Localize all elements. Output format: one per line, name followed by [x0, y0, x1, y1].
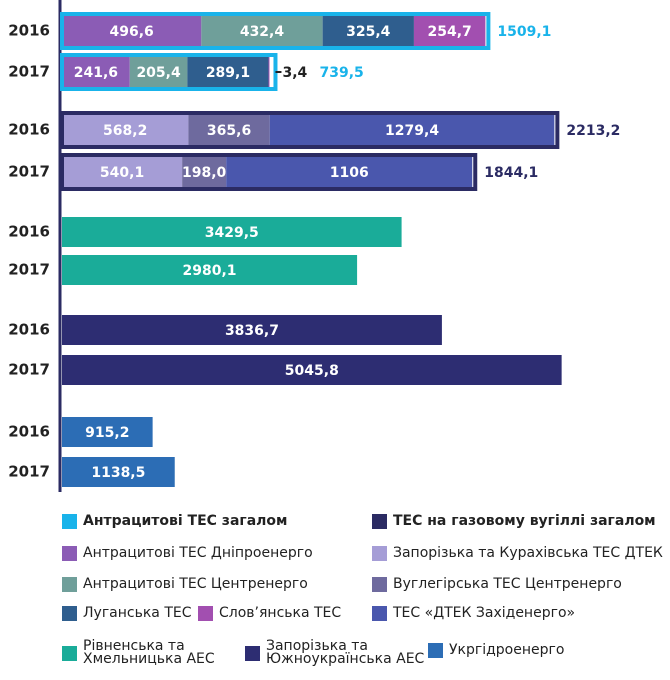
value-label: 915,2: [85, 425, 129, 441]
value-label: 540,1: [100, 165, 144, 181]
legend-swatch: [372, 514, 387, 529]
legend-swatch: [62, 546, 77, 561]
legend-label: Рівненська та Хмельницька АЕС: [83, 638, 215, 667]
year-label: 2016: [8, 223, 50, 241]
bar-segment: [62, 217, 402, 247]
legend-label: Слов’янська ТЕС: [219, 605, 342, 621]
bar-segment: [182, 157, 227, 187]
group-outline: [60, 12, 491, 50]
total-label: 1844,1: [484, 165, 538, 181]
legend-swatch: [62, 606, 77, 621]
legend-swatch: [62, 514, 77, 529]
legend-swatch: [428, 643, 443, 658]
value-label: 1106: [330, 165, 369, 181]
legend-item: Запорізька та Южноукраїнська АЕС: [245, 638, 426, 667]
legend-swatch: [372, 577, 387, 592]
year-label: 2016: [8, 423, 50, 441]
total-label: 2213,2: [566, 123, 620, 139]
value-label: 432,4: [240, 24, 285, 40]
bar-segment: [62, 157, 183, 187]
bar-segment: [268, 57, 270, 87]
legend-item: Луганська ТЕС: [62, 606, 192, 621]
bar-segment: [62, 315, 442, 345]
bar-segment: [62, 16, 202, 46]
value-label: 3429,5: [205, 225, 259, 241]
total-label: 1509,1: [497, 24, 551, 40]
value-label: 365,6: [207, 123, 251, 139]
value-label: 5045,8: [285, 363, 339, 379]
legend-label: ТЕС на газовому вугіллі загалом: [393, 513, 656, 529]
year-label: 2016: [8, 121, 50, 139]
bar-segment: [413, 16, 486, 46]
total-label: 739,5: [319, 65, 363, 81]
bar-segment: [62, 457, 175, 487]
legend-swatch: [245, 645, 260, 661]
value-label: 568,2: [103, 123, 147, 139]
legend-swatch: [62, 645, 77, 661]
legend-label: Антрацитові ТЕС Центренерго: [83, 576, 308, 592]
group-outline: [60, 111, 560, 149]
legend-swatch: [372, 606, 387, 621]
value-label: 289,1: [206, 65, 250, 81]
legend-label: Антрацитові ТЕС загалом: [83, 513, 288, 529]
year-label: 2017: [8, 463, 50, 481]
legend-item: Антрацитові ТЕС загалом: [62, 514, 287, 529]
value-label: 1138,5: [91, 465, 145, 481]
year-label: 2016: [8, 321, 50, 339]
value-label: 3,4: [282, 65, 307, 81]
bar-segment: [226, 157, 473, 187]
legend-label: Запорізька та Курахівська ТЕС ДТЕК: [393, 545, 663, 561]
year-label: 2017: [8, 63, 50, 81]
value-label: 205,4: [136, 65, 181, 81]
group-outline: [60, 153, 478, 191]
legend-label: Антрацитові ТЕС Дніпроенерго: [83, 545, 313, 561]
legend-label: Луганська ТЕС: [83, 605, 192, 621]
bar-segment: [201, 16, 323, 46]
year-label: 2016: [8, 22, 50, 40]
year-label: 2017: [8, 163, 50, 181]
bar-segment: [62, 355, 562, 385]
legend-item: Антрацитові ТЕС Центренерго: [62, 577, 308, 592]
legend-swatch: [62, 577, 77, 592]
legend-swatch: [198, 606, 213, 621]
legend-item: ТЕС «ДТЕК Західенерго»: [372, 606, 575, 621]
bar-segment: [62, 115, 189, 145]
value-label: 2980,1: [183, 263, 237, 279]
year-label: 2017: [8, 261, 50, 279]
legend-item: Рівненська та Хмельницька АЕС: [62, 638, 223, 667]
value-label: 496,6: [110, 24, 154, 40]
legend-label: Укргідроенерго: [449, 642, 565, 658]
legend-item: Слов’янська ТЕС: [198, 606, 341, 621]
bar-segment: [187, 57, 269, 87]
plot: 2016 496,6 432,4 325,4 254,7 1509,1 2017 241,6 2…: [8, 0, 620, 492]
legend-item: Запорізька та Курахівська ТЕС ДТЕК: [372, 546, 663, 561]
bar-segment: [62, 255, 358, 285]
value-label: 241,6: [74, 65, 118, 81]
value-label: 1279,4: [385, 123, 439, 139]
legend-label: ТЕС «ДТЕК Західенерго»: [393, 605, 576, 621]
bar-segment: [322, 16, 414, 46]
bar-segment: [269, 115, 555, 145]
bar-segment: [62, 417, 153, 447]
legend-label: Запорізька та Южноукраїнська АЕС: [266, 638, 425, 667]
bar-segment: [129, 57, 188, 87]
legend-item: Антрацитові ТЕС Дніпроенерго: [62, 546, 313, 561]
value-label: 3836,7: [225, 323, 279, 339]
value-label: 325,4: [346, 24, 391, 40]
legend-swatch: [372, 546, 387, 561]
value-label: 254,7: [428, 24, 472, 40]
legend-item: Вуглегірська ТЕС Центренерго: [372, 577, 622, 592]
value-label: 198,0: [182, 165, 227, 181]
bar-segment: [188, 115, 270, 145]
legend-item: Укргідроенерго: [428, 643, 564, 658]
bar-segment: [62, 57, 130, 87]
year-label: 2017: [8, 361, 50, 379]
legend-item: ТЕС на газовому вугіллі загалом: [372, 514, 656, 529]
legend-label: Вуглегірська ТЕС Центренерго: [393, 576, 622, 592]
